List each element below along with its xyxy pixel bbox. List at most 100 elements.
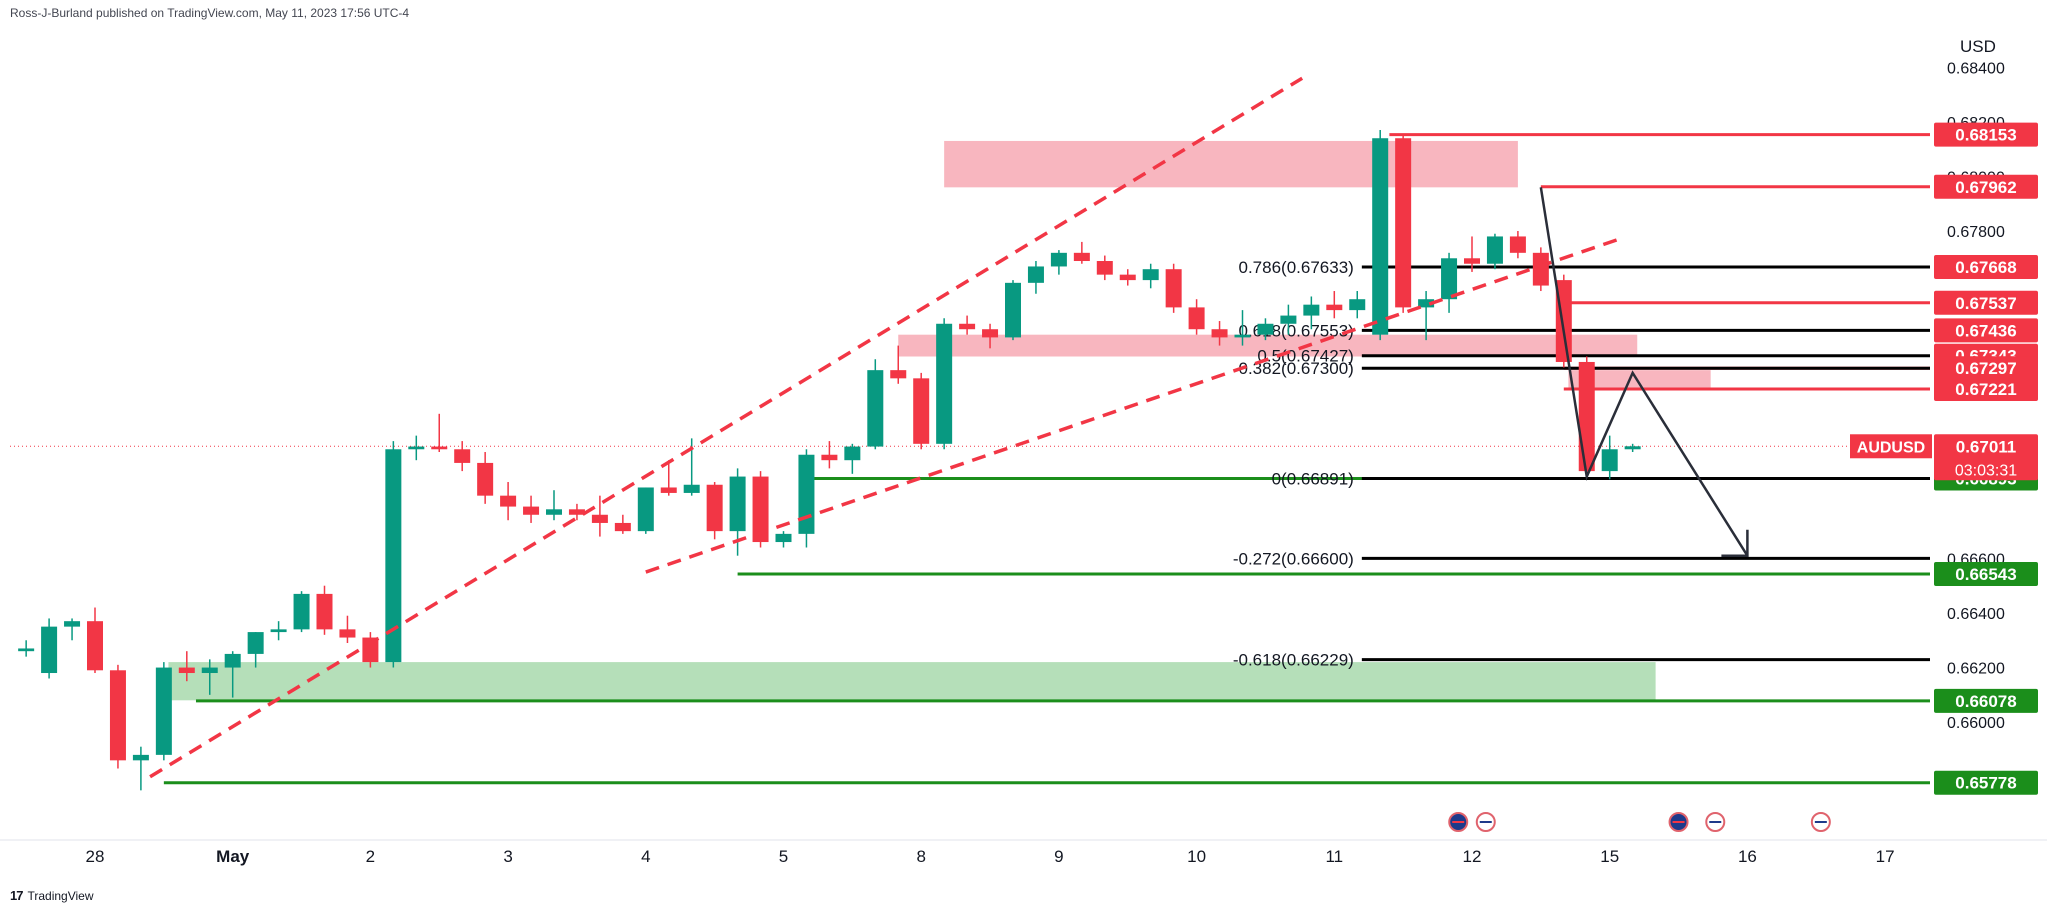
zone-rect: [168, 662, 1656, 701]
candle-body: [546, 509, 562, 515]
fib-label: 0.786(0.67633): [1239, 258, 1354, 277]
price-tag-label: 0.65778: [1955, 774, 2016, 793]
candle-body: [913, 378, 930, 444]
x-tick-label: 28: [86, 847, 105, 866]
candle-body: [1050, 252, 1067, 267]
candle-body: [1372, 138, 1389, 335]
candle-body: [706, 484, 723, 532]
candle-body: [1509, 236, 1526, 253]
candle-body: [867, 370, 884, 447]
footer: 17 TradingView: [10, 888, 94, 903]
candle-body: [1441, 258, 1458, 300]
candle-body: [752, 476, 769, 543]
fib-label: 0.618(0.67553): [1239, 321, 1354, 340]
candle-body: [798, 454, 815, 534]
price-tag-label: 0.67962: [1955, 178, 2016, 197]
candle-body: [1165, 269, 1182, 308]
drawings-layer: [149, 76, 1749, 779]
candle-body: [1027, 266, 1044, 283]
candle-body: [87, 621, 103, 671]
price-tag: [1934, 122, 2038, 147]
candle-body: [247, 632, 264, 654]
fib-label: -0.618(0.66229): [1233, 651, 1354, 670]
countdown-label: 03:03:31: [1955, 462, 2017, 479]
price-tag: [1934, 318, 2038, 343]
candle-body: [477, 462, 494, 496]
x-tick-label: May: [216, 847, 250, 866]
candle-body: [591, 514, 608, 523]
candle-body: [1532, 252, 1549, 286]
candle-body: [431, 446, 448, 450]
candle-body: [316, 593, 333, 630]
arrow-head-icon: [1721, 529, 1749, 557]
candle-body: [270, 629, 287, 633]
x-tick-label: 8: [916, 847, 925, 866]
candle-body: [64, 621, 81, 627]
candle-body: [1486, 236, 1503, 264]
candle-body: [155, 667, 172, 755]
candle-body: [660, 487, 677, 493]
candle-body: [18, 648, 35, 652]
x-tick-label: 3: [503, 847, 512, 866]
candle-body: [1303, 304, 1320, 316]
zone-rect: [898, 334, 1638, 357]
candle-body: [109, 670, 126, 761]
candle-body: [1257, 323, 1274, 335]
price-tag: [1934, 770, 2038, 795]
candle-body: [224, 653, 241, 668]
last-price-label: 0.67011: [1956, 437, 2017, 456]
x-tick-label: 9: [1054, 847, 1063, 866]
price-tag-label: 0.68153: [1955, 126, 2016, 145]
x-tick-label: 4: [641, 847, 650, 866]
candle-body: [959, 323, 976, 330]
price-tag: [1934, 174, 2038, 199]
candle-body: [1005, 282, 1021, 338]
candle-body: [1280, 315, 1297, 324]
trendline: [149, 76, 1304, 779]
candle-body: [936, 323, 953, 444]
y-tick-label: 0.66200: [1947, 661, 2005, 678]
zone-rect: [944, 140, 1518, 188]
price-tag-label: 0.66078: [1955, 692, 2016, 711]
candle-body: [729, 476, 746, 532]
currency-label: USD: [1960, 37, 1996, 56]
candle-body: [683, 484, 700, 493]
price-tag-label: 0.67297: [1955, 359, 2016, 378]
y-tick-label: 0.66000: [1947, 715, 2005, 732]
candle-body: [1119, 274, 1136, 281]
levels-layer: 0.786(0.67633) 0.618(0.67553) 0.5(0.67427)…: [10, 133, 1935, 785]
candle-body: [1601, 449, 1618, 472]
price-tag: [1934, 561, 2038, 586]
brand-name: TradingView: [27, 888, 94, 903]
fib-label: 0.5(0.67427): [1257, 347, 1353, 366]
fib-label: 0(0.66891): [1272, 469, 1354, 488]
x-tick-label: 12: [1463, 847, 1482, 866]
trendline: [645, 237, 1620, 574]
last-price-tag: [1934, 434, 2038, 481]
candle-body: [614, 522, 631, 532]
candle-body: [339, 629, 356, 638]
y-tick-label: 0.68400: [1947, 60, 2005, 77]
candle-body: [132, 754, 149, 761]
candle-body: [41, 626, 58, 674]
candle-body: [1578, 361, 1595, 472]
candle-body: [568, 509, 585, 515]
price-tag-label: 0.66543: [1955, 565, 2016, 584]
x-tick-label: 11: [1325, 847, 1343, 866]
price-tag: [1934, 255, 2038, 280]
candle-body: [821, 454, 838, 461]
x-tick-label: 15: [1600, 847, 1619, 866]
price-tag: [1934, 356, 2038, 381]
symbol-tag: [1850, 434, 1932, 459]
candle-body: [1326, 304, 1343, 311]
candle-body: [1188, 307, 1205, 330]
x-tick-label: 2: [366, 847, 375, 866]
candle-body: [454, 449, 471, 463]
tradingview-logo-icon: 17: [10, 888, 24, 903]
fib-label: 0.382(0.67300): [1239, 359, 1354, 378]
price-tag: [1934, 290, 2038, 315]
y-tick-label: 0.67800: [1947, 224, 2005, 241]
fib-label: -0.272(0.66600): [1233, 549, 1354, 568]
price-tag-label: 0.67668: [1955, 258, 2016, 277]
